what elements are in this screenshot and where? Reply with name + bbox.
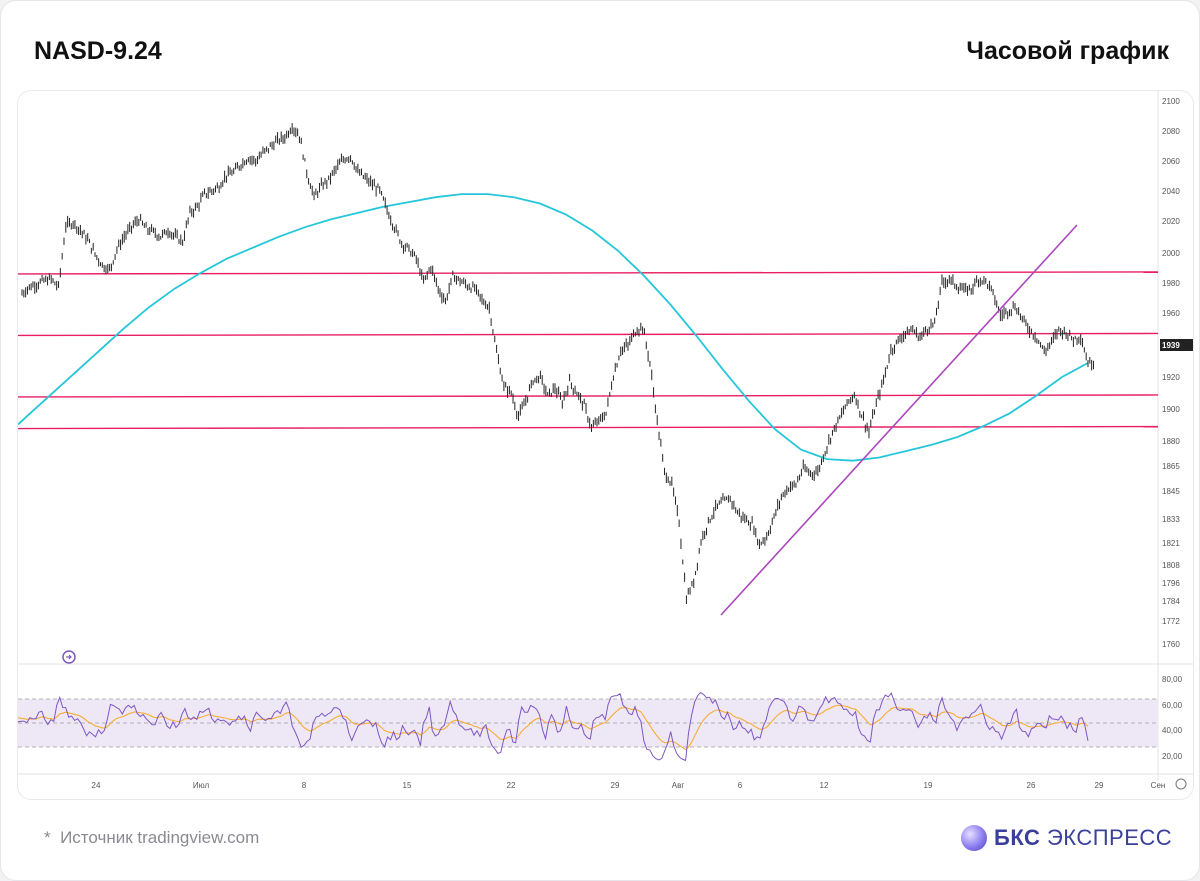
- price-tick-label: 1784: [1162, 597, 1180, 606]
- price-bars: [21, 123, 1094, 604]
- source-marker: *: [44, 828, 51, 847]
- moving-average: [18, 193, 1089, 462]
- time-tick-label: 26: [1027, 781, 1036, 790]
- price-tick-label: 1772: [1162, 617, 1180, 626]
- price-tick-label: 2060: [1162, 157, 1180, 166]
- price-tick-label: 1980: [1162, 279, 1180, 288]
- current-price-label: 1939: [1162, 341, 1180, 350]
- time-tick-label: 15: [403, 781, 412, 790]
- brand-long: ЭКСПРЕСС: [1046, 825, 1173, 850]
- ticker-title: NASD-9.24: [34, 37, 162, 65]
- price-tick-label: 2040: [1162, 187, 1180, 196]
- price-tick-label: 1796: [1162, 579, 1180, 588]
- chart-settings-icon: [1175, 778, 1187, 790]
- trendline-support: [720, 224, 1078, 616]
- level-line: [18, 394, 1159, 398]
- chart-canvas[interactable]: 80,00 60,00 40,00 20,00 2100 2080 2060 2040 202…: [18, 91, 1193, 799]
- brand-logo: БКС ЭКСПРЕСС: [961, 821, 1172, 855]
- grid-group: [18, 91, 1193, 781]
- settings-icon[interactable]: [62, 650, 76, 664]
- time-tick-label: 24: [92, 781, 101, 790]
- price-tick-label: 1865: [1162, 462, 1180, 471]
- price-tick-label: 1760: [1162, 640, 1180, 649]
- price-tick-label: 1960: [1162, 309, 1180, 318]
- rsi-line: [18, 691, 1089, 762]
- source-text: Источник tradingview.com: [60, 828, 260, 847]
- rsi-tick-label: 60,00: [1162, 701, 1183, 710]
- level-line: [18, 271, 1159, 275]
- rsi-panel: 80,00 60,00 40,00 20,00: [18, 675, 1183, 762]
- ma-line: [18, 193, 1089, 462]
- rsi-tick-label: 80,00: [1162, 675, 1183, 684]
- price-tick-label: 1845: [1162, 487, 1180, 496]
- price-tick-label: 2020: [1162, 217, 1180, 226]
- price-tick-label: 1920: [1162, 373, 1180, 382]
- time-tick-label: 8: [302, 781, 307, 790]
- time-tick-label: Сен: [1151, 781, 1166, 790]
- brand-sphere-icon: [961, 825, 987, 851]
- axes: 2100208020602040202020001980196019391920…: [92, 97, 1193, 790]
- trendline[interactable]: [720, 224, 1078, 616]
- time-tick-label: 12: [820, 781, 829, 790]
- level-line: [18, 332, 1159, 337]
- time-tick-label: 6: [738, 781, 743, 790]
- rsi-tick-label: 40,00: [1162, 726, 1183, 735]
- rsi-tick-label: 20,00: [1162, 752, 1183, 761]
- time-tick-label: Авг: [672, 781, 685, 790]
- price-tick-label: 2100: [1162, 97, 1180, 106]
- price-tick-label: 1833: [1162, 515, 1180, 524]
- time-tick-label: 22: [507, 781, 516, 790]
- price-chart[interactable]: 80,00 60,00 40,00 20,00 2100 2080 2060 2040 202…: [17, 90, 1194, 800]
- time-tick-label: 29: [1095, 781, 1104, 790]
- price-tick-label: 2080: [1162, 127, 1180, 136]
- price-tick-label: 2000: [1162, 249, 1180, 258]
- level-line: [18, 425, 1159, 430]
- timeframe-title: Часовой график: [966, 37, 1169, 65]
- time-tick-label: 19: [924, 781, 933, 790]
- time-tick-label: 29: [611, 781, 620, 790]
- price-tick-label: 1880: [1162, 437, 1180, 446]
- current-price-tag: [1160, 339, 1193, 351]
- price-tick-label: 1808: [1162, 561, 1180, 570]
- price-tick-label: 1821: [1162, 539, 1180, 548]
- horizontal-levels[interactable]: [18, 271, 1159, 430]
- brand-short: БКС: [994, 825, 1041, 850]
- price-tick-label: 1900: [1162, 405, 1180, 414]
- time-tick-label: Июл: [193, 781, 210, 790]
- source-note: * Источник tradingview.com: [44, 828, 259, 848]
